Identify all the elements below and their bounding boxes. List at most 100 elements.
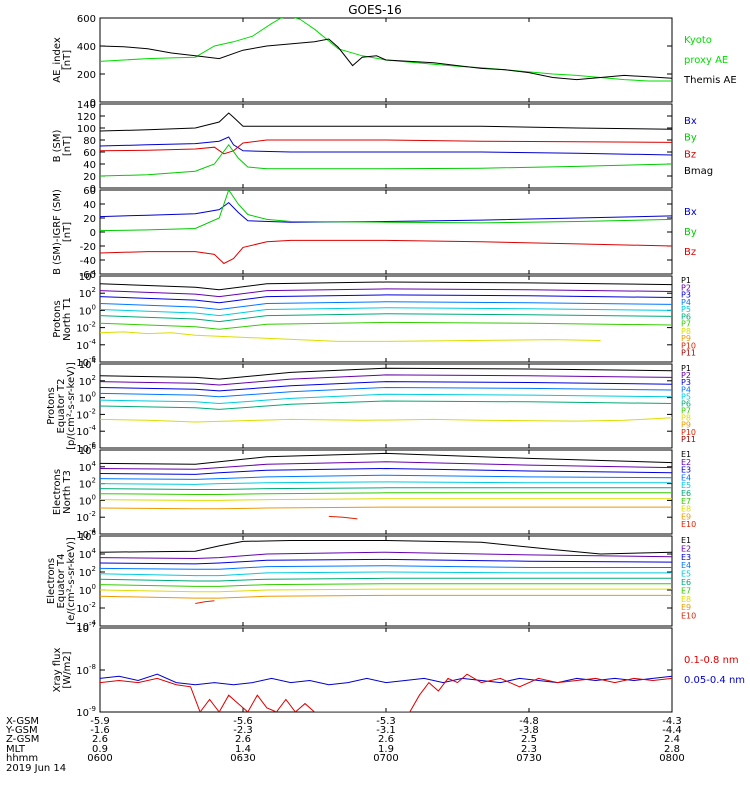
x-tick-label: 2.6	[378, 734, 394, 745]
x-axis-row-label: Y-GSM	[5, 725, 38, 736]
x-tick-label: 1.9	[378, 744, 394, 755]
y-axis-label: Xray flux	[52, 648, 63, 693]
legend-entry: Bz	[684, 247, 696, 258]
x-tick-label: -5.3	[376, 716, 396, 727]
y-axis-label: Protons	[52, 300, 63, 337]
y-axis-label: [nT]	[62, 136, 73, 156]
y-axis-label: Electrons	[52, 469, 63, 515]
y-tick-label: 120	[77, 112, 96, 123]
legend-entry: E9	[681, 603, 691, 612]
y-tick-label: 20	[83, 214, 96, 225]
legend-entry: E5	[681, 570, 691, 579]
series-line-e3	[100, 558, 672, 565]
series-line-p3	[100, 294, 672, 304]
series-line-e8	[100, 588, 672, 593]
y-tick-label: 40	[83, 160, 96, 171]
panel-frame	[99, 627, 673, 713]
y-tick-label: 104	[79, 547, 97, 561]
series-line-p3	[100, 381, 672, 392]
legend-entry: Kyoto	[684, 35, 712, 46]
series-line-p2	[100, 288, 672, 298]
legend-entry: P11	[681, 435, 696, 444]
y-tick-label: 200	[77, 70, 96, 81]
y-tick-label: 100	[77, 124, 96, 135]
legend-entry: Bx	[684, 116, 697, 127]
y-tick-label: 0	[90, 184, 96, 195]
legend-entry: E2	[681, 544, 691, 553]
y-tick-label: 10-2	[76, 601, 96, 615]
x-tick-label: 0800	[659, 753, 684, 764]
x-tick-label: 0730	[516, 753, 541, 764]
y-axis-label: [p/(cm²-s-sr-keV)]	[66, 362, 77, 450]
y-tick-label: 102	[79, 565, 96, 579]
series-line-e5	[100, 571, 672, 577]
series-line-e7	[100, 583, 672, 587]
y-axis-label: Electrons	[46, 558, 57, 604]
y-tick-label: 80	[83, 136, 96, 147]
series-line-kyoto-proxy-ae	[100, 18, 672, 82]
legend-entry: P2	[681, 371, 691, 380]
y-tick-label: -20	[80, 242, 96, 253]
x-tick-label: 2.4	[664, 734, 680, 745]
legend-entry: P3	[681, 378, 691, 387]
series-line-e2	[100, 461, 672, 470]
legend-entry: P5	[681, 305, 691, 314]
series-line-e1	[100, 452, 672, 465]
series-line-e1	[100, 540, 672, 555]
series-line-bx	[100, 136, 672, 156]
y-axis-label: B (SM)	[52, 129, 63, 162]
series-line-by	[100, 190, 672, 232]
panel-frame	[99, 189, 673, 275]
legend-entry: E2	[681, 458, 691, 467]
legend-entry: E1	[681, 536, 691, 545]
legend-entry: P10	[681, 428, 696, 437]
y-tick-label: 104	[79, 357, 97, 371]
series-line-by	[100, 143, 672, 177]
legend-entry: P6	[681, 312, 691, 321]
legend-entry: P1	[681, 276, 691, 285]
legend-entry: E3	[681, 466, 691, 475]
y-tick-label: 104	[79, 460, 97, 474]
y-tick-label: 102	[79, 286, 96, 300]
legend-entry: P8	[681, 327, 691, 336]
series-line-bx	[100, 201, 672, 223]
legend-entry: By	[684, 227, 697, 238]
series-line-p5	[100, 393, 672, 405]
x-axis-row-label: hhmm	[6, 753, 38, 764]
series-line-e4	[100, 565, 672, 570]
series-line-bz	[100, 239, 672, 265]
y-tick-label: 100	[79, 583, 96, 597]
legend-entry: P7	[681, 320, 691, 329]
y-tick-label: 10-7	[76, 621, 96, 635]
legend-entry: P6	[681, 399, 691, 408]
legend-entry: P3	[681, 291, 691, 300]
y-tick-label: 106	[79, 529, 97, 543]
x-tick-label: 2.8	[664, 744, 680, 755]
series-line-themis-ae	[100, 38, 672, 81]
series-line-bz	[100, 139, 672, 155]
y-tick-label: 102	[79, 374, 96, 388]
series-line-p6	[100, 313, 672, 323]
legend-entry: E7	[681, 497, 691, 506]
series-line-p4	[100, 386, 672, 398]
legend-entry: E4	[681, 561, 691, 570]
x-tick-label: 0630	[230, 753, 255, 764]
panel-1: 0 200 400 600 AE_index [nT] Kyoto proxy AE Themi…	[52, 14, 737, 109]
panel-3: -60 -40 -20 0 20 40 60 B (SM)-IGRF (SM) [nT] Bx By…	[52, 186, 697, 281]
y-tick-label: 40	[83, 200, 96, 211]
y-axis-label: [nT]	[62, 222, 73, 242]
x-tick-label: 0600	[87, 753, 112, 764]
y-tick-label: 100	[79, 391, 96, 405]
x-axis-row-label: X-GSM	[6, 716, 39, 727]
x-axis-row-label: MLT	[6, 744, 26, 755]
legend-entry: Bmag	[684, 166, 713, 177]
legend-entry: P8	[681, 414, 691, 423]
y-tick-label: 60	[83, 186, 96, 197]
legend-entry: E7	[681, 586, 691, 595]
